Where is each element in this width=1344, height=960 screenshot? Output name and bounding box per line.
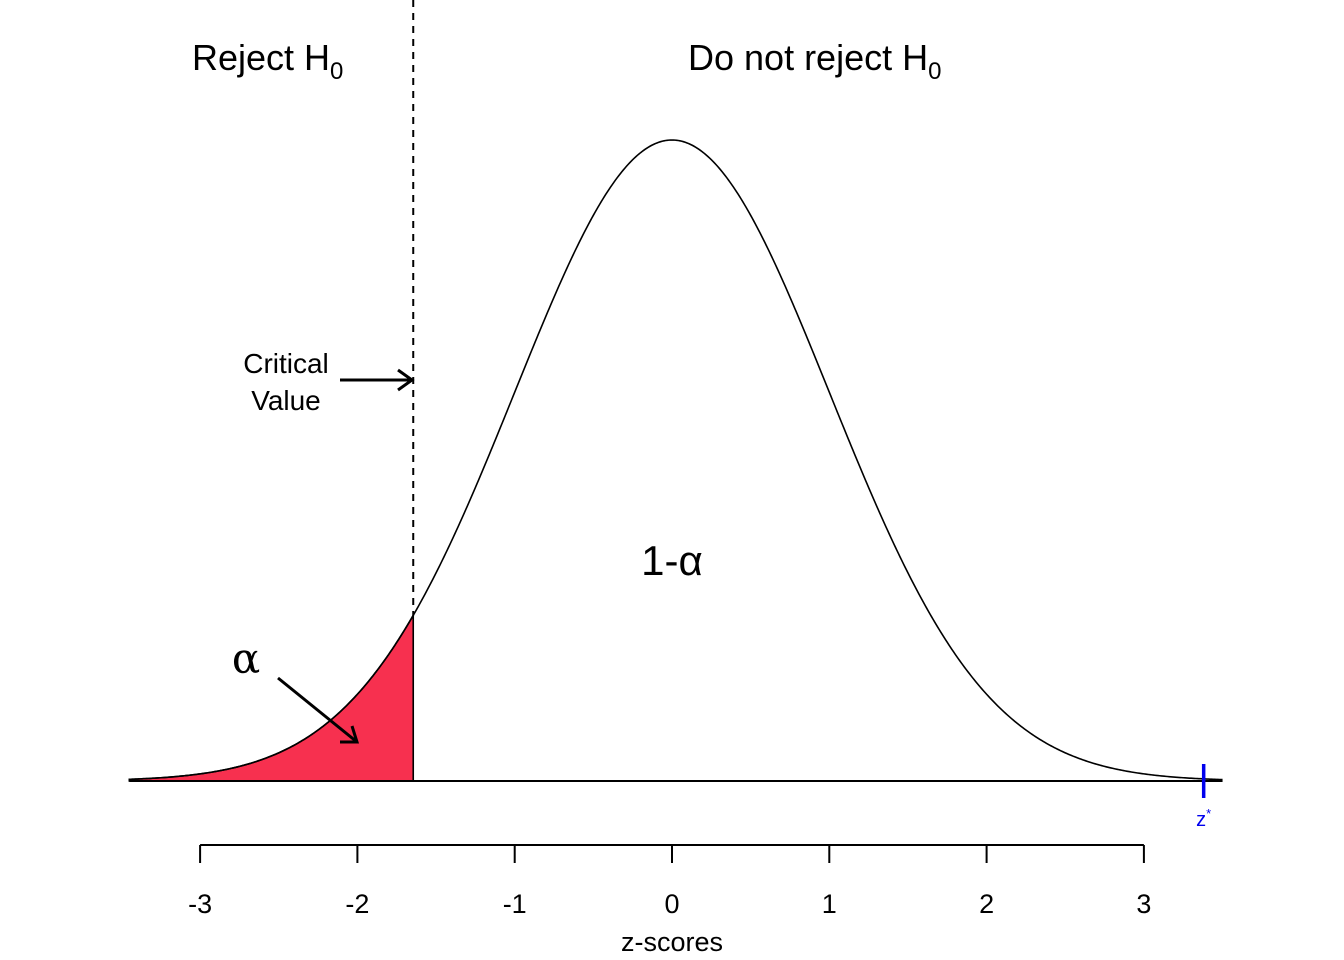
- x-tick-label: -2: [345, 889, 369, 919]
- x-tick-label: 0: [664, 889, 679, 919]
- x-tick-label: -1: [503, 889, 527, 919]
- x-tick-label: -3: [188, 889, 212, 919]
- x-axis: -3 -2 -1 0 1 2 3: [188, 844, 1151, 919]
- alpha-arrow-shaft: [277, 676, 358, 744]
- x-tick-label: 3: [1136, 889, 1151, 919]
- x-axis-title: z-scores: [621, 927, 723, 957]
- critical-value-label-line2: Value: [251, 385, 321, 416]
- density-curve: [129, 139, 1223, 781]
- alpha-arrow-head: [340, 725, 360, 744]
- confidence-label: 1-α: [641, 537, 703, 584]
- zstar-label: z*: [1196, 806, 1211, 831]
- x-tick-label: 1: [822, 889, 837, 919]
- critical-value-label-line1: Critical: [243, 348, 329, 379]
- accept-region-label: Do not reject H0: [688, 37, 941, 85]
- alpha-label: α: [232, 634, 260, 683]
- critical-value-arrow-head: [397, 368, 415, 392]
- x-tick-label: 2: [979, 889, 994, 919]
- reject-region-label: Reject H0: [192, 37, 343, 85]
